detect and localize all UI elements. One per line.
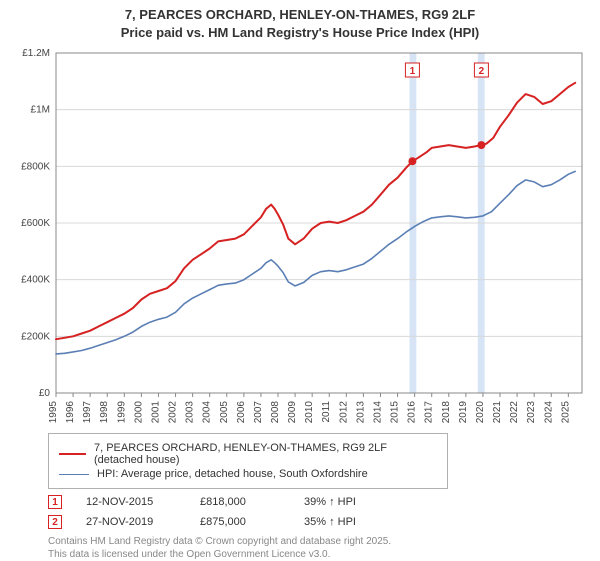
svg-text:2018: 2018 <box>441 401 452 424</box>
svg-text:2024: 2024 <box>543 401 554 424</box>
attribution-line-1: Contains HM Land Registry data © Crown c… <box>48 535 586 548</box>
legend-row-property: 7, PEARCES ORCHARD, HENLEY-ON-THAMES, RG… <box>59 442 437 466</box>
svg-text:£1M: £1M <box>31 105 50 116</box>
sale-date-2: 27-NOV-2019 <box>86 516 176 528</box>
svg-text:2010: 2010 <box>304 401 315 424</box>
svg-text:2002: 2002 <box>168 401 179 424</box>
svg-text:2009: 2009 <box>287 401 298 424</box>
svg-text:2006: 2006 <box>236 401 247 424</box>
title-block: 7, PEARCES ORCHARD, HENLEY-ON-THAMES, RG… <box>10 6 590 41</box>
sale-price-2: £875,000 <box>200 516 280 528</box>
svg-text:1995: 1995 <box>48 401 59 424</box>
sale-row-1: 1 12-NOV-2015 £818,000 39% ↑ HPI <box>48 495 586 509</box>
svg-text:1: 1 <box>410 66 416 77</box>
legend-swatch-property <box>59 453 86 455</box>
svg-text:£600K: £600K <box>21 218 50 229</box>
legend-row-hpi: HPI: Average price, detached house, Sout… <box>59 468 437 480</box>
sale-marker-2-num: 2 <box>52 517 58 528</box>
svg-text:2022: 2022 <box>509 401 520 424</box>
svg-text:2015: 2015 <box>390 401 401 424</box>
sale-row-2: 2 27-NOV-2019 £875,000 35% ↑ HPI <box>48 515 586 529</box>
sale-marker-1: 1 <box>48 495 62 509</box>
svg-text:2019: 2019 <box>458 401 469 424</box>
svg-text:2003: 2003 <box>185 401 196 424</box>
svg-text:2005: 2005 <box>219 401 230 424</box>
sale-diff-2: 35% ↑ HPI <box>304 516 394 528</box>
svg-text:2023: 2023 <box>526 401 537 424</box>
chart-container: 7, PEARCES ORCHARD, HENLEY-ON-THAMES, RG… <box>0 0 600 560</box>
sale-diff-1: 39% ↑ HPI <box>304 496 394 508</box>
svg-text:2013: 2013 <box>355 401 366 424</box>
svg-text:2025: 2025 <box>560 401 571 424</box>
svg-text:2016: 2016 <box>407 401 418 424</box>
svg-text:2008: 2008 <box>270 401 281 424</box>
legend-label-hpi: HPI: Average price, detached house, Sout… <box>97 468 368 480</box>
sale-marker-1-num: 1 <box>52 497 58 508</box>
attribution-line-2: This data is licensed under the Open Gov… <box>48 548 586 561</box>
svg-text:2020: 2020 <box>475 401 486 424</box>
chart-area: £0 £200K £400K £600K £800K £1M £1.2M 1995 1996 19… <box>10 45 590 425</box>
sale-marker-2: 2 <box>48 515 62 529</box>
legend-box: 7, PEARCES ORCHARD, HENLEY-ON-THAMES, RG… <box>48 433 448 489</box>
svg-text:2001: 2001 <box>150 401 161 424</box>
svg-text:£0: £0 <box>39 388 51 399</box>
svg-text:2007: 2007 <box>253 401 264 424</box>
svg-text:1997: 1997 <box>82 401 93 424</box>
svg-text:2014: 2014 <box>372 401 383 424</box>
svg-text:2017: 2017 <box>424 401 435 424</box>
title-line-1: 7, PEARCES ORCHARD, HENLEY-ON-THAMES, RG… <box>10 6 590 24</box>
chart-svg: £0 £200K £400K £600K £800K £1M £1.2M 1995 1996 19… <box>10 45 590 425</box>
svg-text:2012: 2012 <box>338 401 349 424</box>
svg-text:£1.2M: £1.2M <box>22 48 50 59</box>
title-line-2: Price paid vs. HM Land Registry's House … <box>10 24 590 42</box>
legend-swatch-hpi <box>59 474 89 475</box>
sales-table: 1 12-NOV-2015 £818,000 39% ↑ HPI 2 27-NO… <box>48 495 586 529</box>
sale-date-1: 12-NOV-2015 <box>86 496 176 508</box>
svg-text:2011: 2011 <box>321 401 332 423</box>
svg-text:2004: 2004 <box>202 401 213 424</box>
svg-text:1996: 1996 <box>65 401 76 424</box>
sale-price-1: £818,000 <box>200 496 280 508</box>
svg-text:£400K: £400K <box>21 275 50 286</box>
svg-text:2: 2 <box>479 66 485 77</box>
legend-label-property: 7, PEARCES ORCHARD, HENLEY-ON-THAMES, RG… <box>94 442 437 466</box>
svg-text:£200K: £200K <box>21 331 50 342</box>
svg-text:1999: 1999 <box>116 401 127 424</box>
attribution: Contains HM Land Registry data © Crown c… <box>48 535 586 561</box>
svg-text:£800K: £800K <box>21 161 50 172</box>
svg-text:2000: 2000 <box>133 401 144 424</box>
svg-text:2021: 2021 <box>492 401 503 424</box>
svg-text:1998: 1998 <box>99 401 110 424</box>
